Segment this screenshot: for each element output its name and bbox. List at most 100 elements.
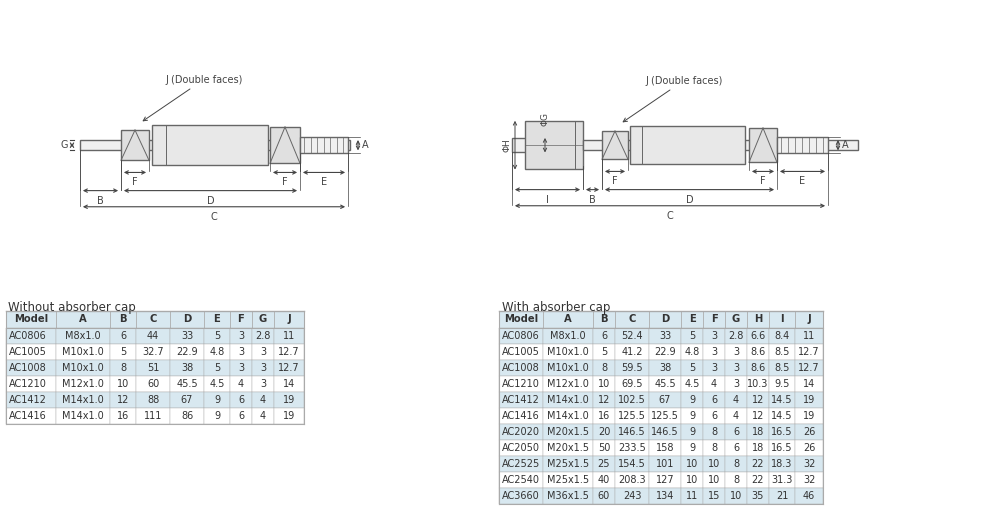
Bar (252, 408, 274, 424)
Text: 22.9: 22.9 (176, 347, 198, 358)
Bar (300, 137, 348, 153)
Bar (543, 328, 593, 345)
Text: AC1005: AC1005 (502, 347, 540, 358)
Text: 19: 19 (283, 396, 295, 406)
Text: 3: 3 (733, 347, 739, 358)
Bar (110, 392, 136, 408)
Bar (499, 440, 543, 456)
Text: 4.5: 4.5 (209, 379, 225, 389)
Bar (649, 345, 681, 360)
Text: 6: 6 (733, 443, 739, 453)
Text: 125.5: 125.5 (618, 411, 646, 421)
Bar (725, 456, 747, 472)
Bar (204, 408, 230, 424)
Text: C: C (149, 315, 157, 325)
Text: J (Double faces): J (Double faces) (143, 75, 242, 121)
Text: 6: 6 (711, 396, 717, 406)
Bar (649, 440, 681, 456)
Text: 125.5: 125.5 (651, 411, 679, 421)
Text: 3: 3 (238, 331, 244, 341)
Text: 10: 10 (708, 459, 720, 469)
Bar (602, 131, 628, 159)
Bar (230, 408, 252, 424)
Bar (649, 392, 681, 408)
Bar (274, 392, 304, 408)
Bar (703, 472, 725, 488)
Bar (703, 424, 725, 440)
Text: 3: 3 (733, 363, 739, 373)
Text: 8: 8 (733, 475, 739, 485)
Bar (725, 328, 747, 345)
Text: 4.8: 4.8 (209, 347, 225, 358)
Bar (769, 377, 795, 392)
Bar (703, 408, 725, 424)
Text: 10.3: 10.3 (747, 379, 769, 389)
Bar (615, 377, 649, 392)
Text: D: D (207, 196, 214, 206)
Text: 33: 33 (659, 331, 671, 341)
Text: 3: 3 (260, 347, 266, 358)
Bar (747, 345, 769, 360)
Text: D: D (183, 315, 191, 325)
Bar (681, 345, 703, 360)
Bar (252, 392, 274, 408)
Bar (725, 440, 747, 456)
Bar (593, 424, 615, 440)
Text: 15: 15 (708, 491, 720, 501)
Bar (769, 345, 795, 360)
Bar (593, 472, 615, 488)
Bar (110, 345, 136, 360)
Bar (615, 360, 649, 377)
Text: 8: 8 (120, 363, 126, 373)
Text: AC1005: AC1005 (9, 347, 47, 358)
Bar (681, 392, 703, 408)
Bar (56, 392, 110, 408)
Text: 14: 14 (283, 379, 295, 389)
Text: 6: 6 (601, 331, 607, 341)
Text: 38: 38 (181, 363, 193, 373)
Bar (136, 360, 170, 377)
Text: 8.4: 8.4 (774, 331, 790, 341)
Bar (593, 392, 615, 408)
Text: 102.5: 102.5 (618, 396, 646, 406)
Bar (204, 310, 230, 328)
Text: 12: 12 (117, 396, 129, 406)
Text: 208.3: 208.3 (618, 475, 646, 485)
Text: AC0806: AC0806 (502, 331, 540, 341)
Text: 3: 3 (711, 363, 717, 373)
Bar (274, 360, 304, 377)
Text: 16: 16 (117, 411, 129, 421)
Bar (795, 456, 823, 472)
Text: AC1416: AC1416 (9, 411, 47, 421)
Bar (681, 472, 703, 488)
Text: 11: 11 (803, 331, 815, 341)
Text: 8: 8 (601, 363, 607, 373)
Bar (747, 310, 769, 328)
Text: 18: 18 (752, 443, 764, 453)
Bar (795, 472, 823, 488)
Text: 60: 60 (147, 379, 159, 389)
Bar (649, 328, 681, 345)
Text: B: B (589, 195, 596, 205)
Bar (725, 392, 747, 408)
Text: 14: 14 (803, 379, 815, 389)
Bar (170, 328, 204, 345)
Text: AC2020: AC2020 (502, 427, 540, 437)
Bar (170, 377, 204, 392)
Bar (204, 360, 230, 377)
Bar (747, 424, 769, 440)
Bar (725, 424, 747, 440)
Bar (615, 392, 649, 408)
Text: 154.5: 154.5 (618, 459, 646, 469)
Text: 9: 9 (214, 396, 220, 406)
Text: 22: 22 (752, 459, 764, 469)
Bar (56, 345, 110, 360)
Text: 14.5: 14.5 (771, 411, 793, 421)
Bar (769, 408, 795, 424)
Text: 8.6: 8.6 (750, 347, 766, 358)
Bar (649, 424, 681, 440)
Text: 88: 88 (147, 396, 159, 406)
Bar (749, 128, 777, 163)
Text: 33: 33 (181, 331, 193, 341)
Bar (795, 377, 823, 392)
